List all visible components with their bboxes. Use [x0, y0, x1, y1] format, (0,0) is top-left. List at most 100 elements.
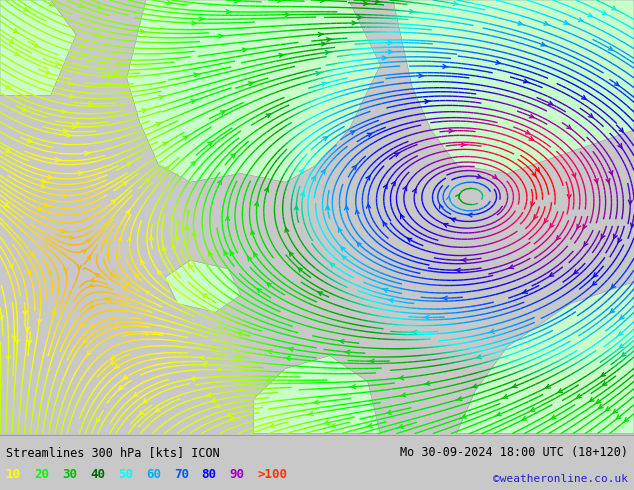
- FancyArrowPatch shape: [67, 133, 72, 137]
- FancyArrowPatch shape: [339, 228, 342, 232]
- FancyArrowPatch shape: [327, 38, 332, 42]
- FancyArrowPatch shape: [63, 194, 68, 197]
- FancyArrowPatch shape: [142, 109, 148, 113]
- Text: 90: 90: [230, 468, 245, 481]
- FancyArrowPatch shape: [191, 162, 195, 166]
- FancyArrowPatch shape: [531, 202, 534, 206]
- FancyArrowPatch shape: [472, 384, 477, 388]
- FancyArrowPatch shape: [320, 0, 326, 2]
- FancyArrowPatch shape: [456, 397, 462, 400]
- FancyArrowPatch shape: [419, 74, 424, 78]
- FancyArrowPatch shape: [619, 344, 624, 348]
- FancyArrowPatch shape: [159, 96, 165, 99]
- FancyArrowPatch shape: [72, 125, 77, 129]
- FancyArrowPatch shape: [235, 355, 240, 359]
- FancyArrowPatch shape: [534, 215, 538, 219]
- FancyArrowPatch shape: [577, 224, 581, 229]
- FancyArrowPatch shape: [55, 158, 61, 162]
- FancyArrowPatch shape: [388, 299, 394, 302]
- FancyArrowPatch shape: [339, 340, 344, 343]
- FancyArrowPatch shape: [15, 52, 19, 55]
- FancyArrowPatch shape: [229, 417, 235, 421]
- FancyArrowPatch shape: [279, 53, 285, 57]
- FancyArrowPatch shape: [357, 243, 361, 246]
- FancyArrowPatch shape: [383, 222, 387, 226]
- FancyArrowPatch shape: [582, 96, 586, 99]
- FancyArrowPatch shape: [96, 33, 101, 37]
- FancyArrowPatch shape: [34, 44, 39, 47]
- FancyArrowPatch shape: [424, 316, 429, 319]
- FancyArrowPatch shape: [439, 204, 443, 209]
- FancyArrowPatch shape: [106, 251, 110, 255]
- FancyArrowPatch shape: [467, 213, 472, 217]
- FancyArrowPatch shape: [567, 125, 571, 129]
- FancyArrowPatch shape: [611, 309, 614, 313]
- FancyArrowPatch shape: [61, 229, 67, 233]
- FancyArrowPatch shape: [194, 73, 200, 77]
- FancyArrowPatch shape: [321, 170, 325, 174]
- FancyArrowPatch shape: [41, 184, 47, 188]
- FancyArrowPatch shape: [410, 9, 415, 13]
- FancyArrowPatch shape: [618, 238, 622, 243]
- FancyArrowPatch shape: [531, 408, 535, 411]
- FancyArrowPatch shape: [53, 311, 56, 316]
- FancyArrowPatch shape: [10, 40, 14, 43]
- FancyArrowPatch shape: [141, 260, 145, 265]
- Text: 40: 40: [90, 468, 105, 481]
- FancyArrowPatch shape: [612, 6, 616, 10]
- Text: Streamlines 300 hPa [kts] ICON: Streamlines 300 hPa [kts] ICON: [6, 446, 220, 459]
- FancyArrowPatch shape: [578, 18, 583, 22]
- FancyArrowPatch shape: [89, 304, 94, 308]
- FancyArrowPatch shape: [6, 356, 10, 360]
- FancyArrowPatch shape: [323, 137, 327, 141]
- FancyArrowPatch shape: [330, 423, 336, 427]
- FancyArrowPatch shape: [577, 394, 581, 398]
- FancyArrowPatch shape: [242, 48, 248, 52]
- Text: 80: 80: [202, 468, 217, 481]
- FancyArrowPatch shape: [48, 270, 51, 274]
- FancyArrowPatch shape: [385, 411, 391, 414]
- Text: 50: 50: [118, 468, 133, 481]
- FancyArrowPatch shape: [87, 351, 91, 355]
- FancyArrowPatch shape: [165, 167, 169, 171]
- FancyArrowPatch shape: [461, 415, 467, 418]
- FancyArrowPatch shape: [366, 204, 370, 208]
- FancyArrowPatch shape: [298, 268, 302, 272]
- FancyArrowPatch shape: [69, 236, 74, 240]
- FancyArrowPatch shape: [111, 355, 115, 359]
- FancyArrowPatch shape: [601, 234, 605, 239]
- FancyArrowPatch shape: [26, 327, 30, 331]
- FancyArrowPatch shape: [118, 62, 124, 66]
- FancyArrowPatch shape: [550, 223, 554, 228]
- FancyArrowPatch shape: [255, 202, 259, 206]
- FancyArrowPatch shape: [382, 56, 387, 60]
- FancyArrowPatch shape: [91, 324, 94, 328]
- FancyArrowPatch shape: [619, 128, 623, 132]
- FancyArrowPatch shape: [126, 282, 130, 286]
- FancyArrowPatch shape: [264, 378, 269, 382]
- FancyArrowPatch shape: [493, 175, 497, 179]
- FancyArrowPatch shape: [185, 225, 189, 229]
- FancyArrowPatch shape: [46, 71, 51, 74]
- FancyArrowPatch shape: [64, 269, 68, 272]
- FancyArrowPatch shape: [163, 142, 167, 146]
- Polygon shape: [456, 282, 634, 434]
- FancyArrowPatch shape: [392, 181, 395, 186]
- FancyArrowPatch shape: [266, 350, 272, 354]
- FancyArrowPatch shape: [214, 404, 220, 408]
- FancyArrowPatch shape: [37, 319, 41, 323]
- FancyArrowPatch shape: [529, 137, 533, 140]
- FancyArrowPatch shape: [583, 224, 586, 229]
- FancyArrowPatch shape: [489, 329, 495, 333]
- FancyArrowPatch shape: [63, 129, 68, 133]
- FancyArrowPatch shape: [307, 412, 313, 416]
- FancyArrowPatch shape: [226, 10, 231, 14]
- FancyArrowPatch shape: [251, 230, 255, 235]
- FancyArrowPatch shape: [91, 278, 95, 282]
- FancyArrowPatch shape: [27, 270, 30, 275]
- FancyArrowPatch shape: [257, 289, 261, 293]
- FancyArrowPatch shape: [266, 114, 271, 118]
- FancyArrowPatch shape: [79, 4, 85, 8]
- FancyArrowPatch shape: [401, 214, 404, 219]
- FancyArrowPatch shape: [352, 21, 358, 25]
